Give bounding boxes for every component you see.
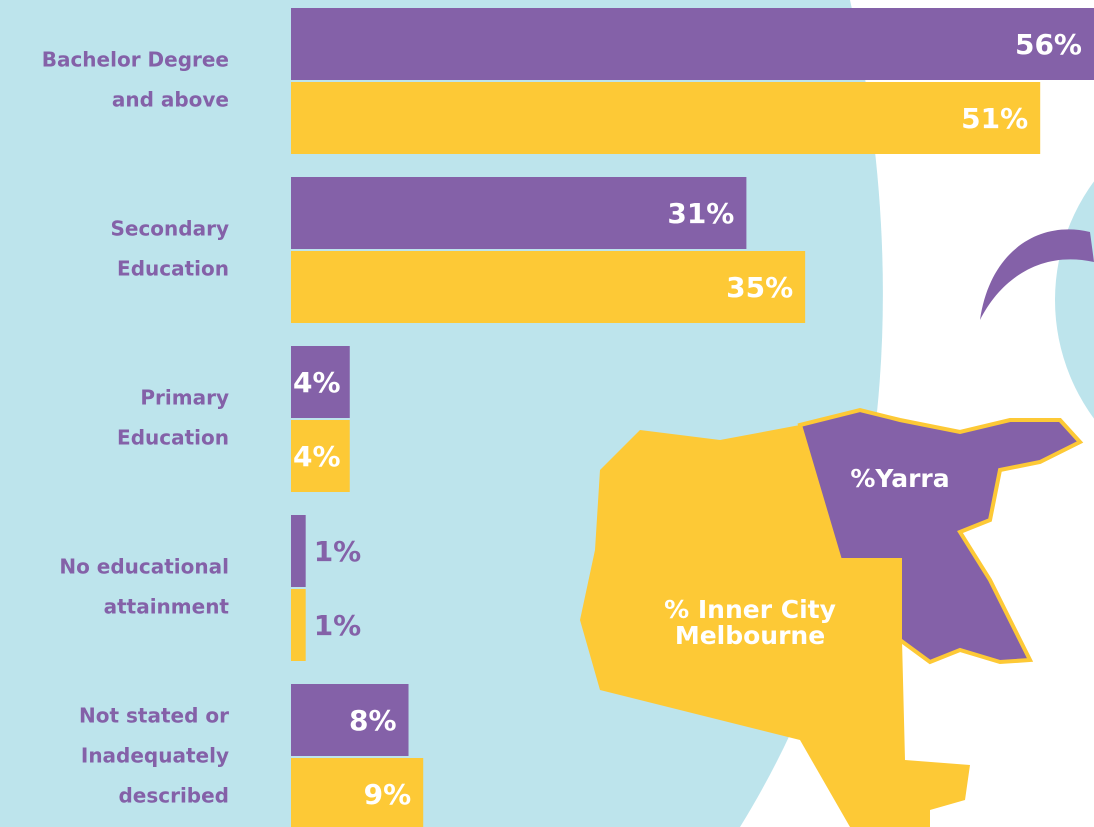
- value-label: 56%: [1015, 28, 1082, 61]
- bar: [291, 251, 806, 323]
- value-label: 4%: [293, 440, 341, 473]
- bar: [291, 346, 350, 418]
- value-label: 51%: [961, 102, 1028, 135]
- value-label: 1%: [314, 609, 362, 642]
- category-label: Secondary: [110, 217, 229, 241]
- bar: [291, 177, 747, 249]
- bar: [291, 420, 350, 492]
- category-label: and above: [112, 88, 229, 112]
- bar: [291, 8, 1094, 80]
- value-label: 1%: [314, 535, 362, 568]
- bar: [291, 589, 306, 661]
- category-label: Education: [117, 426, 229, 450]
- value-label: 4%: [293, 366, 341, 399]
- bar: [291, 758, 424, 827]
- category-label: Education: [117, 257, 229, 281]
- bars: Bachelor Degree and above 56% 51% Secondary E…: [42, 8, 1094, 827]
- category-label: Inadequately: [81, 744, 229, 768]
- bar: [291, 515, 306, 587]
- category-label: No educational: [59, 555, 229, 579]
- bar: [291, 684, 409, 756]
- crescent: [980, 229, 1094, 320]
- value-label: 8%: [349, 704, 397, 737]
- category-label: Bachelor Degree: [42, 48, 229, 72]
- category-label: Not stated or: [79, 704, 229, 728]
- map-yarra: [797, 407, 1084, 665]
- value-label: 35%: [726, 271, 793, 304]
- series-label: % Inner City Melbourne: [664, 595, 836, 650]
- bar: [291, 82, 1041, 154]
- category-label: Primary: [140, 386, 229, 410]
- series-label: %Yarra: [850, 464, 950, 493]
- value-label: 31%: [667, 197, 734, 230]
- map-inner-city: [580, 425, 970, 827]
- category-label: attainment: [104, 595, 230, 619]
- category-label: described: [118, 784, 229, 808]
- value-label: 9%: [364, 778, 412, 811]
